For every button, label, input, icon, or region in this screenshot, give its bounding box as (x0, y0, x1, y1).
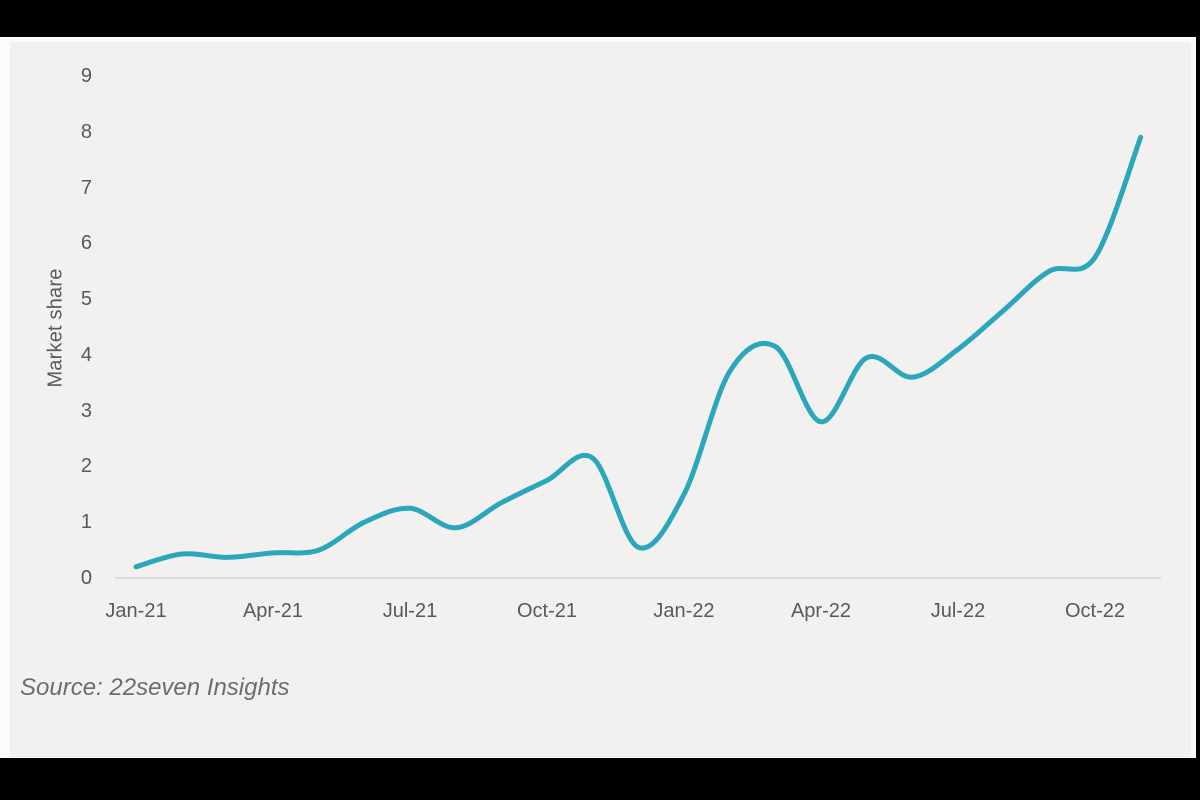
content-band (0, 37, 1196, 758)
y-tick-label: 4 (80, 343, 92, 366)
y-tick-label: 6 (80, 232, 92, 255)
y-tick-label: 2 (80, 455, 92, 478)
market-share-series-line (133, 134, 1144, 570)
source-note: Source: 22seven Insights (20, 674, 290, 701)
y-tick-label: 8 (80, 120, 92, 143)
x-tick-label: Apr-22 (790, 600, 851, 622)
x-tick-label: Jan-21 (105, 600, 167, 622)
chart-panel (10, 42, 1191, 757)
x-tick-label: Jul-21 (382, 600, 438, 622)
y-tick-label: 9 (80, 64, 92, 87)
x-tick-label: Jul-22 (930, 600, 986, 622)
y-tick-label: 5 (80, 288, 92, 311)
y-tick-label: 1 (80, 511, 92, 534)
x-tick-label: Oct-22 (1064, 600, 1125, 622)
x-tick-label: Jan-22 (653, 600, 715, 622)
y-tick-label: 7 (80, 176, 92, 199)
y-tick-label: 0 (80, 567, 92, 589)
x-tick-label: Oct-21 (516, 600, 577, 622)
y-tick-label: 3 (80, 399, 92, 422)
x-tick-label: Apr-21 (242, 600, 303, 622)
